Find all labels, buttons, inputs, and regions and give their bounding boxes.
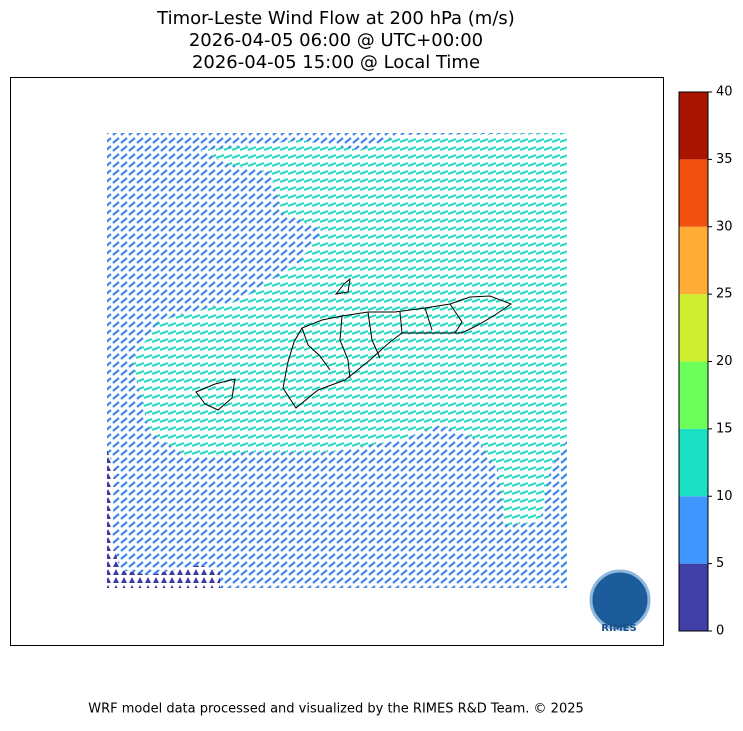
- title-line: Timor-Leste Wind Flow at 200 hPa (m/s): [156, 8, 515, 29]
- colorbar-tick-label: 15: [716, 421, 733, 436]
- title-line: 2026-04-05 06:00 @ UTC+00:00: [189, 30, 483, 51]
- colorbar-tick-label: 5: [716, 556, 724, 571]
- colorbar-tick-label: 30: [716, 219, 733, 234]
- colorbar-tick-label: 40: [716, 85, 733, 100]
- title-line: 2026-04-05 15:00 @ Local Time: [192, 52, 480, 73]
- colorbar-segment: [679, 496, 708, 564]
- wind-field-0-5: [107, 450, 220, 588]
- colorbar-segment: [679, 159, 708, 227]
- colorbar-segment: [679, 428, 708, 497]
- footer: WRF model data processed and visualized …: [88, 702, 584, 717]
- colorbar: 0 5 10 15 20 25 30 35 40: [678, 85, 733, 639]
- coastlines: [195, 277, 513, 411]
- colorbar-segment: [679, 294, 708, 362]
- logo-text: RIMES: [601, 623, 636, 634]
- logo: [589, 569, 651, 631]
- colorbar-tick-label: 0: [716, 624, 724, 639]
- colorbar-segment: [679, 361, 708, 429]
- map-frame: [10, 77, 664, 646]
- colorbar-tick-label: 25: [716, 287, 733, 302]
- colorbar-segment: [679, 563, 708, 631]
- wind-field-10-15: [132, 133, 567, 525]
- colorbar-segment: [679, 226, 708, 295]
- colorbar-segment: [679, 92, 708, 160]
- colorbar-tick-label: 35: [716, 152, 733, 167]
- colorbar-tick-label: 20: [716, 354, 733, 369]
- colorbar-tick-label: 10: [716, 489, 733, 504]
